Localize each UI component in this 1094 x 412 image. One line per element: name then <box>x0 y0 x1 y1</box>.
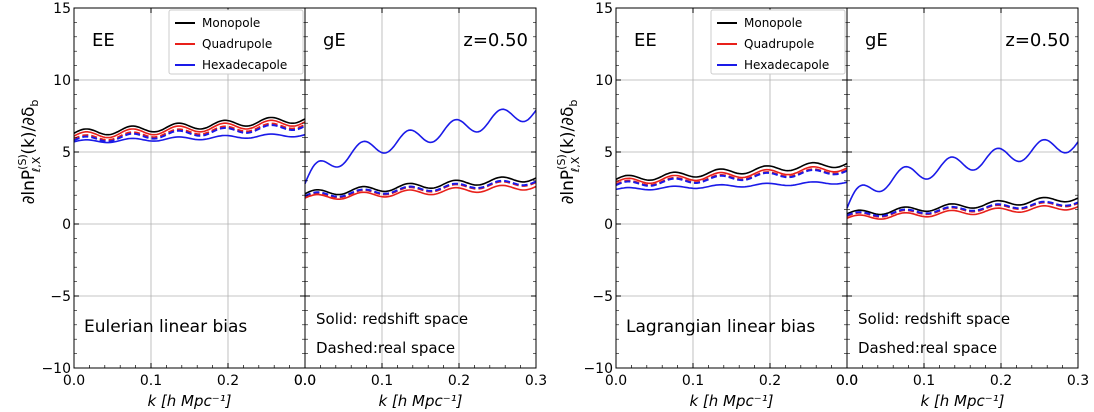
redshift-label: z=0.50 <box>1005 30 1070 51</box>
x-tick-label: 0.0 <box>836 373 858 389</box>
y-tick-label: −10 <box>41 361 71 377</box>
x-tick-label: 0.1 <box>371 373 393 389</box>
x-tick-label: 0.2 <box>990 373 1012 389</box>
legend-box <box>710 9 846 75</box>
y-tick-label: −5 <box>50 289 71 305</box>
x-tick-label: 0.0 <box>63 373 85 389</box>
x-tick-label: 0.0 <box>294 373 316 389</box>
dashed-series-line <box>615 169 848 187</box>
solid-series-line <box>304 108 537 184</box>
solid-series-line <box>846 196 1079 216</box>
legend-entry: Quadrupole <box>744 37 814 51</box>
panel-label: EE <box>634 30 657 51</box>
x-tick-label: 0.3 <box>1067 373 1089 389</box>
x-tick-label: 0.0 <box>605 373 627 389</box>
quadrupole-series-line <box>73 119 306 139</box>
solid-series-line <box>304 184 537 200</box>
y-tick-label: 15 <box>595 1 613 17</box>
y-tick-label: 0 <box>62 217 71 233</box>
x-axis-label: k [h Mpc⁻¹] <box>378 392 462 410</box>
legend-entry: Monopole <box>202 16 260 30</box>
x-axis-label: k [h Mpc⁻¹] <box>689 392 773 410</box>
x-tick-label: 0.2 <box>217 373 239 389</box>
plot-frame <box>846 7 1079 369</box>
legend-entry: Quadrupole <box>202 37 272 51</box>
y-tick-label: 5 <box>62 145 71 161</box>
panel-label: gE <box>865 30 888 51</box>
svg-text:∂lnP(S)ℓ,X(k)/∂δb: ∂lnP(S)ℓ,X(k)/∂δb <box>16 100 43 205</box>
plot-frame <box>304 7 537 369</box>
y-axis-label-left: ∂lnP(S)ℓ,X(k)/∂δb <box>16 100 43 205</box>
legend-box <box>168 9 304 75</box>
dashed-series-line <box>304 179 537 198</box>
dashed-series-line <box>846 200 1079 217</box>
x-tick-label: 0.0 <box>836 373 858 389</box>
solid-series-line <box>304 176 537 196</box>
x-tick-label: 0.2 <box>759 373 781 389</box>
redshift-label: z=0.50 <box>463 30 528 51</box>
y-tick-label: 15 <box>53 1 71 17</box>
y-tick-label: −5 <box>592 289 613 305</box>
panel-label: EE <box>92 30 115 51</box>
solid-series-line <box>846 138 1079 209</box>
legend-entry: Hexadecapole <box>202 58 287 72</box>
y-tick-label: −10 <box>583 361 613 377</box>
legend-entry: Monopole <box>744 16 802 30</box>
y-axis-label-right: ∂lnP(S)ℓ,X(k)/∂δb <box>555 100 582 205</box>
y-tick-label: 0 <box>604 217 613 233</box>
hexadecapole-series-line <box>615 181 848 191</box>
x-tick-label: 0.1 <box>682 373 704 389</box>
y-tick-label: 5 <box>604 145 613 161</box>
x-tick-label: 0.3 <box>525 373 547 389</box>
quadrupole-series-line <box>615 166 848 185</box>
dashed-line-note: Dashed:real space <box>316 339 455 357</box>
chart-panel-2: 0.0 0.1 0.2 0.3 k [h Mpc⁻¹] gE z=0.50 Solid: re… <box>294 7 547 410</box>
hexadecapole-series-line <box>73 133 306 144</box>
bias-annotation: Eulerian linear bias <box>84 317 247 337</box>
legend-entry: Hexadecapole <box>744 58 829 72</box>
chart-panel-4: 0.0 0.1 0.2 0.3 k [h Mpc⁻¹] gE z=0.50 Solid: re… <box>836 7 1089 410</box>
x-tick-label: 0.1 <box>913 373 935 389</box>
dashed-series-line <box>73 122 306 142</box>
dashed-line-note: Dashed:real space <box>858 339 997 357</box>
bias-annotation: Lagrangian linear bias <box>626 317 815 337</box>
x-tick-label: 0.2 <box>448 373 470 389</box>
solid-line-note: Solid: redshift space <box>858 310 1010 328</box>
x-tick-label: 0.1 <box>140 373 162 389</box>
x-axis-label: k [h Mpc⁻¹] <box>920 392 1004 410</box>
svg-text:∂lnP(S)ℓ,X(k)/∂δb: ∂lnP(S)ℓ,X(k)/∂δb <box>555 100 582 205</box>
panel-label: gE <box>323 30 346 51</box>
x-tick-label: 0.0 <box>294 373 316 389</box>
solid-line-note: Solid: redshift space <box>316 310 468 328</box>
y-tick-label: 10 <box>595 73 613 89</box>
monopole-series-line <box>73 116 306 136</box>
dashed-series-line <box>73 124 306 143</box>
x-axis-label: k [h Mpc⁻¹] <box>147 392 231 410</box>
monopole-series-line <box>615 161 848 182</box>
solid-series-line <box>846 205 1079 220</box>
y-tick-label: 10 <box>53 73 71 89</box>
